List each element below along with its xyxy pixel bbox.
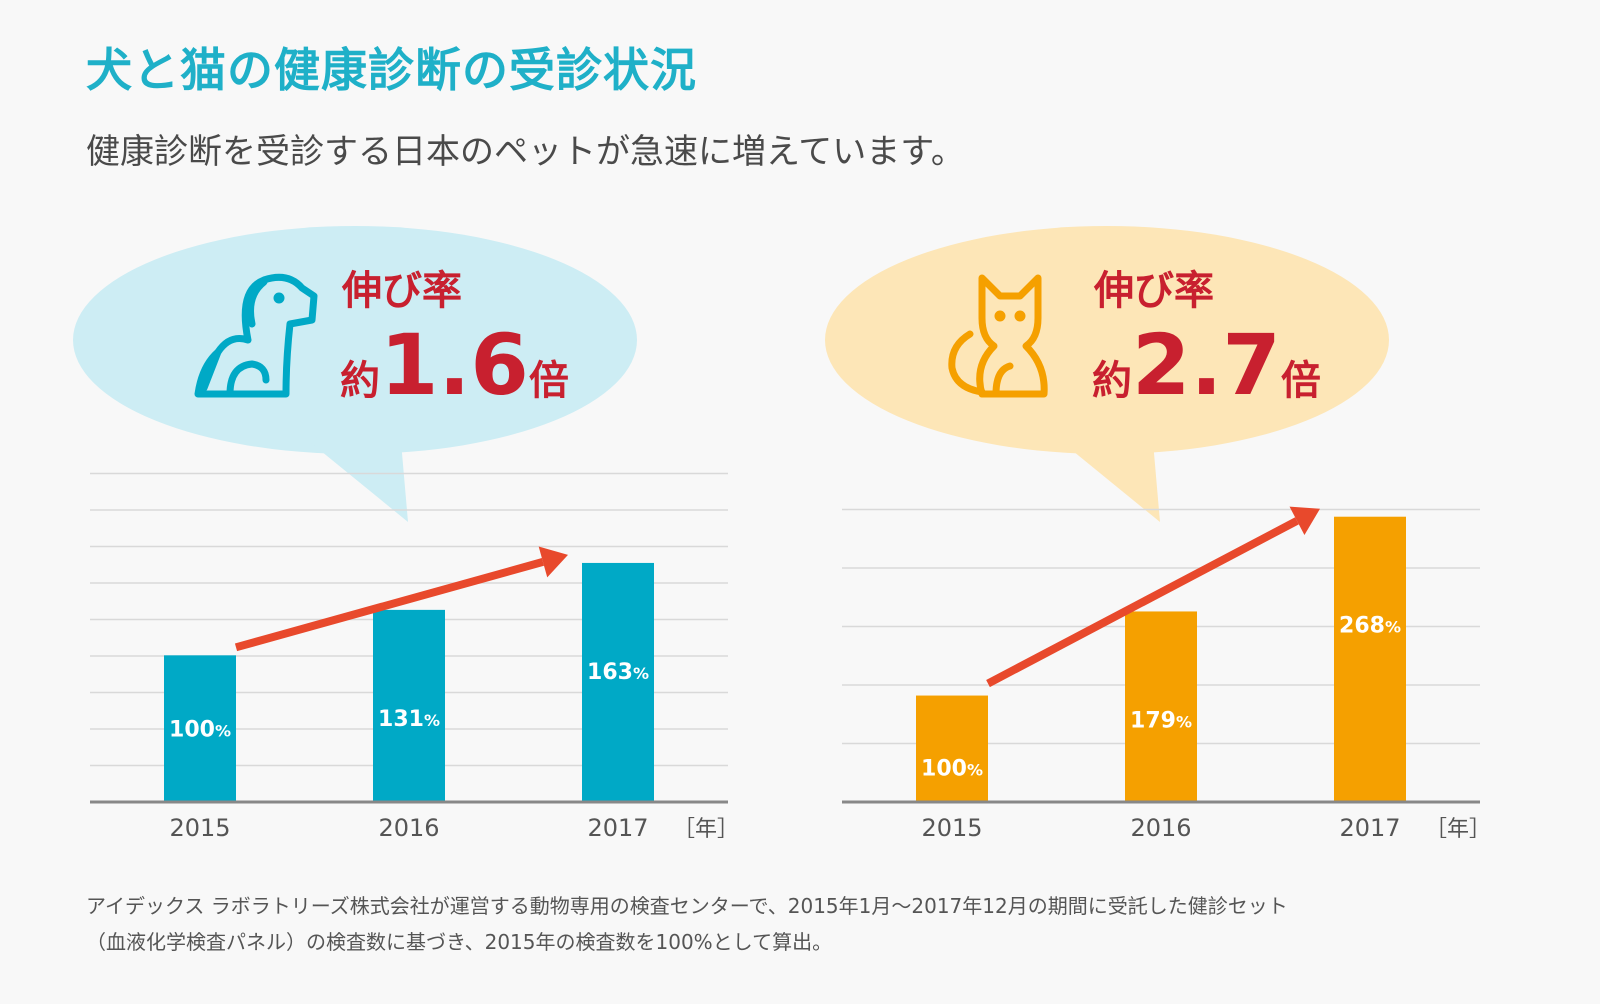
dog-icon — [194, 273, 318, 398]
bar-value-number: 100 — [921, 757, 967, 782]
growth-rate-suffix: 倍 — [529, 358, 569, 404]
bar-value-label: 179% — [1130, 708, 1192, 733]
bar-value-unit: % — [967, 761, 983, 780]
cat-eye-left — [994, 310, 1006, 322]
dog-chart-panel: 伸び率 約1.6倍 100% 2015 131% 2016 163% 2017 ［年］ — [73, 220, 780, 860]
bar-value-label: 100% — [169, 718, 231, 743]
footnote-line-1: アイデックス ラボラトリーズ株式会社が運営する動物専用の検査センターで、2015… — [86, 894, 1288, 918]
bar-2015 — [164, 655, 236, 802]
bubble-body — [825, 226, 1389, 454]
cat-icon — [948, 274, 1048, 398]
trend-arrow-shaft — [986, 517, 1299, 688]
bar-2016 — [1125, 611, 1197, 802]
growth-rate-number: 2.7 — [1132, 316, 1281, 414]
bar-value-number: 163 — [587, 660, 633, 685]
x-tick-label: 2015 — [921, 814, 982, 842]
cat-outline — [976, 274, 1048, 398]
cat-eye-right — [1014, 310, 1026, 322]
x-axis-unit-label: ［年］ — [673, 817, 739, 842]
bar-2015 — [916, 695, 988, 802]
x-tick-label: 2016 — [1130, 814, 1191, 842]
bubble-tail — [1057, 430, 1160, 522]
bar-value-label: 131% — [378, 707, 440, 732]
bar-2017 — [1334, 516, 1406, 802]
page-title: 犬と猫の健康診断の受診状況 — [86, 43, 697, 97]
dog-outline — [194, 273, 318, 398]
growth-rate-label: 伸び率 — [341, 268, 462, 314]
footnote-line-2: （血液化学検査パネル）の検査数に基づき、2015年の検査数を100%として算出。 — [86, 930, 833, 954]
bar-value-unit: % — [215, 722, 231, 741]
x-tick-label: 2016 — [378, 814, 439, 842]
bar-value-unit: % — [633, 664, 649, 683]
growth-rate-number: 1.6 — [380, 316, 529, 414]
trend-arrow — [986, 506, 1320, 688]
bar-2017 — [582, 562, 654, 802]
dog-leg — [226, 360, 270, 398]
bar-value-number: 100 — [169, 718, 215, 743]
x-tick-label: 2015 — [169, 814, 230, 842]
growth-rate-label: 伸び率 — [1093, 268, 1214, 314]
trend-arrow-head — [538, 546, 568, 578]
footnote: アイデックス ラボラトリーズ株式会社が運営する動物専用の検査センターで、2015… — [86, 888, 1526, 960]
bar-value-number: 131 — [378, 707, 424, 732]
growth-rate-suffix: 倍 — [1281, 358, 1321, 404]
x-tick-label: 2017 — [1339, 814, 1400, 842]
bubble-tail — [305, 430, 408, 522]
growth-rate-value: 約2.7倍 — [1092, 316, 1321, 414]
x-tick-label: 2017 — [587, 814, 648, 842]
bubble-body — [73, 226, 637, 454]
bar-value-unit: % — [1385, 618, 1401, 637]
growth-rate-prefix: 約 — [340, 358, 380, 404]
bar-value-label: 163% — [587, 660, 649, 685]
cat-leg — [992, 362, 1014, 398]
trend-arrow-head — [1289, 506, 1320, 535]
growth-rate-value: 約1.6倍 — [340, 316, 569, 414]
cat-chart-panel: 伸び率 約2.7倍 100% 2015 179% 2016 268% 2017 ［年］ — [825, 220, 1532, 860]
bar-value-unit: % — [1176, 712, 1192, 731]
x-axis-unit-label: ［年］ — [1425, 817, 1491, 842]
page-subtitle: 健康診断を受診する日本のペットが急速に増えています。 — [86, 132, 965, 172]
dog-eye — [273, 292, 285, 304]
bar-2016 — [373, 609, 445, 802]
bar-value-number: 179 — [1130, 708, 1176, 733]
trend-arrow-shaft — [234, 558, 545, 652]
speech-bubble — [825, 226, 1389, 522]
bar-value-unit: % — [424, 711, 440, 730]
bar-value-number: 268 — [1339, 614, 1385, 639]
trend-arrow — [234, 546, 568, 652]
growth-rate-prefix: 約 — [1092, 358, 1132, 404]
bar-value-label: 268% — [1339, 614, 1401, 639]
dog-ear — [247, 278, 268, 328]
bar-value-label: 100% — [921, 757, 983, 782]
cat-tail — [948, 330, 986, 396]
